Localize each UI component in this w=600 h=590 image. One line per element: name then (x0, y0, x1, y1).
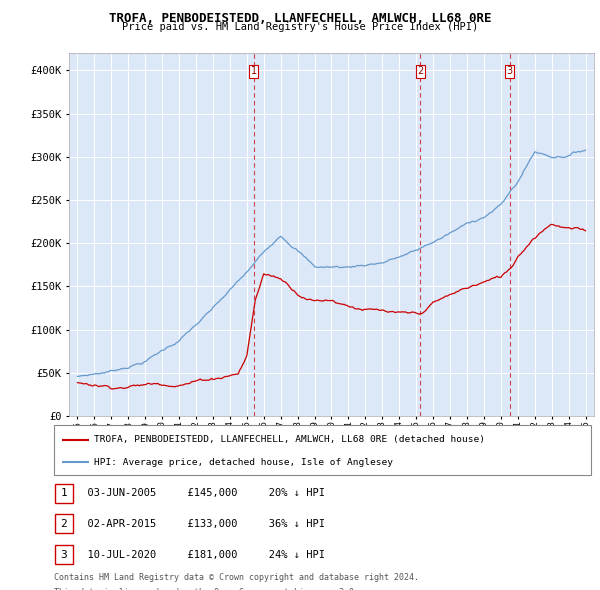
Text: HPI: Average price, detached house, Isle of Anglesey: HPI: Average price, detached house, Isle… (94, 458, 393, 467)
Text: TROFA, PENBODEISTEDD, LLANFECHELL, AMLWCH, LL68 0RE (detached house): TROFA, PENBODEISTEDD, LLANFECHELL, AMLWC… (94, 435, 485, 444)
Text: TROFA, PENBODEISTEDD, LLANFECHELL, AMLWCH, LL68 0RE: TROFA, PENBODEISTEDD, LLANFECHELL, AMLWC… (109, 12, 491, 25)
Text: 03-JUN-2005     £145,000     20% ↓ HPI: 03-JUN-2005 £145,000 20% ↓ HPI (75, 489, 325, 498)
Text: 3: 3 (506, 66, 513, 76)
Text: 02-APR-2015     £133,000     36% ↓ HPI: 02-APR-2015 £133,000 36% ↓ HPI (75, 519, 325, 529)
Text: 2: 2 (61, 519, 67, 529)
Text: 1: 1 (251, 66, 257, 76)
Text: 3: 3 (61, 550, 67, 559)
Text: 2: 2 (417, 66, 424, 76)
Text: 1: 1 (61, 489, 67, 498)
Text: 10-JUL-2020     £181,000     24% ↓ HPI: 10-JUL-2020 £181,000 24% ↓ HPI (75, 550, 325, 559)
Text: This data is licensed under the Open Government Licence v3.0.: This data is licensed under the Open Gov… (54, 588, 359, 590)
Text: Price paid vs. HM Land Registry's House Price Index (HPI): Price paid vs. HM Land Registry's House … (122, 22, 478, 32)
Text: Contains HM Land Registry data © Crown copyright and database right 2024.: Contains HM Land Registry data © Crown c… (54, 573, 419, 582)
